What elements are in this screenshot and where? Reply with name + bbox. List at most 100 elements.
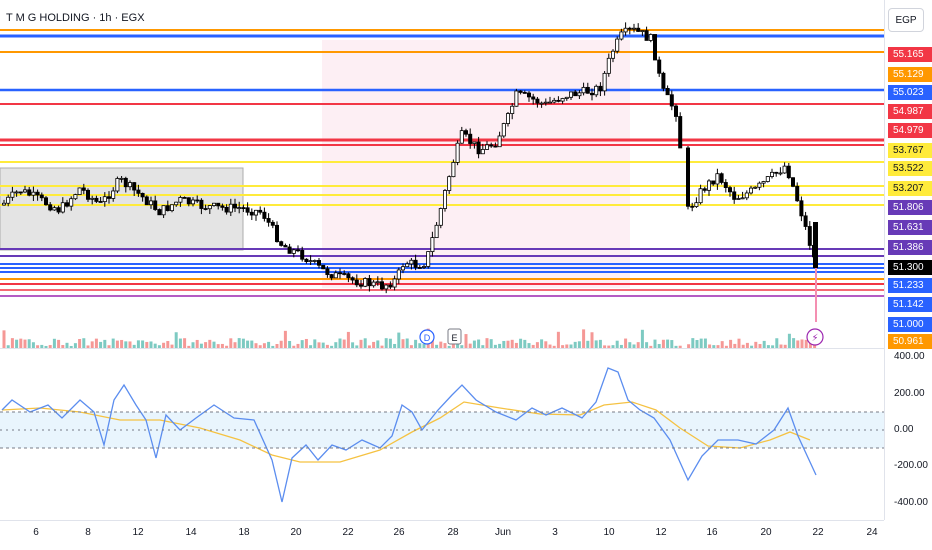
candle-body <box>127 182 132 188</box>
candle-body <box>316 260 321 266</box>
candle-body <box>799 200 804 217</box>
dividend-marker[interactable] <box>419 329 435 345</box>
volume-bar <box>544 341 548 348</box>
volume-bar <box>296 343 300 348</box>
candle-body <box>719 173 724 183</box>
candle-body <box>438 208 443 226</box>
candle-body <box>606 57 611 74</box>
volume-bar <box>338 338 342 348</box>
candle-body <box>795 185 800 202</box>
candle-body <box>266 218 271 223</box>
candle-body <box>694 202 699 207</box>
volume-bar <box>275 344 279 348</box>
volume-bar <box>367 345 371 348</box>
candle-body <box>493 145 498 148</box>
candle-body <box>686 147 691 207</box>
signal-line <box>1 401 811 463</box>
volume-bar <box>73 343 77 348</box>
volume-bar <box>670 340 674 348</box>
volume-bar <box>502 340 506 348</box>
symbol-title[interactable]: T M G HOLDING · 1h · EGX <box>6 12 145 24</box>
candle-body <box>148 200 153 206</box>
candle-body <box>48 204 53 211</box>
volume-bar <box>99 341 103 348</box>
volume-bar <box>771 345 775 348</box>
candle-body <box>782 165 787 174</box>
candle-body <box>413 259 418 268</box>
volume-bar <box>800 339 804 348</box>
currency-button[interactable]: EGP <box>888 8 924 32</box>
candle-body <box>723 182 728 188</box>
candle-body <box>10 191 15 198</box>
candle-body <box>715 173 720 185</box>
flash-marker[interactable] <box>806 328 824 346</box>
osc-axis-label: 0.00 <box>894 424 914 435</box>
time-axis-label: 22 <box>812 527 824 538</box>
osc-axis-label: -400.00 <box>894 497 928 508</box>
candle-body <box>35 191 40 196</box>
volume-bar <box>15 339 19 348</box>
volume-bar <box>733 343 737 348</box>
candle-body <box>379 281 384 290</box>
volume-bar <box>775 338 779 348</box>
volume-bar <box>741 344 745 348</box>
volume-bar <box>435 344 439 348</box>
time-axis-label: 6 <box>33 527 39 538</box>
candle-body <box>90 197 95 200</box>
price-tag: 55.129 <box>888 67 932 82</box>
pane-divider[interactable] <box>0 348 884 349</box>
volume-bar <box>86 345 90 348</box>
volume-bar <box>649 345 653 348</box>
volume-bar <box>598 339 602 348</box>
volume-bar <box>745 342 749 348</box>
candle-body <box>253 209 258 216</box>
candles <box>2 22 818 294</box>
osc-axis-label: 400.00 <box>894 351 925 362</box>
volume-bar <box>246 340 250 348</box>
candle-body <box>468 133 473 144</box>
volume-bars <box>2 328 817 348</box>
volume-bar <box>132 344 136 348</box>
candle-body <box>39 194 44 199</box>
candle-body <box>505 113 510 124</box>
volume-bar <box>535 342 539 348</box>
candle-body <box>426 251 431 267</box>
volume-bar <box>615 340 619 348</box>
candle-body <box>44 197 49 206</box>
volume-bar <box>590 332 594 348</box>
volume-bar <box>443 343 447 348</box>
volume-bar <box>94 338 98 348</box>
volume-bar <box>262 343 266 348</box>
volume-bar <box>527 343 531 348</box>
volume-bar <box>691 338 695 348</box>
volume-bar <box>737 338 741 348</box>
volume-bar <box>204 342 208 348</box>
time-axis-label: 8 <box>85 527 91 538</box>
earnings-marker[interactable] <box>447 328 462 345</box>
volume-bar <box>61 345 65 348</box>
volume-bar <box>674 345 678 348</box>
candle-body <box>564 96 569 99</box>
price-tag: 51.233 <box>888 278 932 293</box>
volume-bar <box>330 345 334 348</box>
candle-body <box>749 187 754 194</box>
volume-bar <box>313 339 317 348</box>
candle-body <box>207 205 212 210</box>
price-tag: 51.300 <box>888 260 932 275</box>
volume-bar <box>334 342 338 348</box>
volume-bar <box>317 342 321 348</box>
candle-body <box>300 249 305 260</box>
volume-bar <box>2 330 6 348</box>
time-axis-label: 20 <box>760 527 772 538</box>
volume-bar <box>233 342 237 348</box>
candle-body <box>598 85 603 92</box>
volume-bar <box>447 345 451 348</box>
candle-body <box>65 202 70 207</box>
price-tag: 51.000 <box>888 317 932 332</box>
volume-bar <box>52 338 56 348</box>
candle-body <box>392 278 397 288</box>
candle-body <box>169 204 174 212</box>
candle-body <box>489 144 494 147</box>
price-axis-border <box>884 0 885 520</box>
